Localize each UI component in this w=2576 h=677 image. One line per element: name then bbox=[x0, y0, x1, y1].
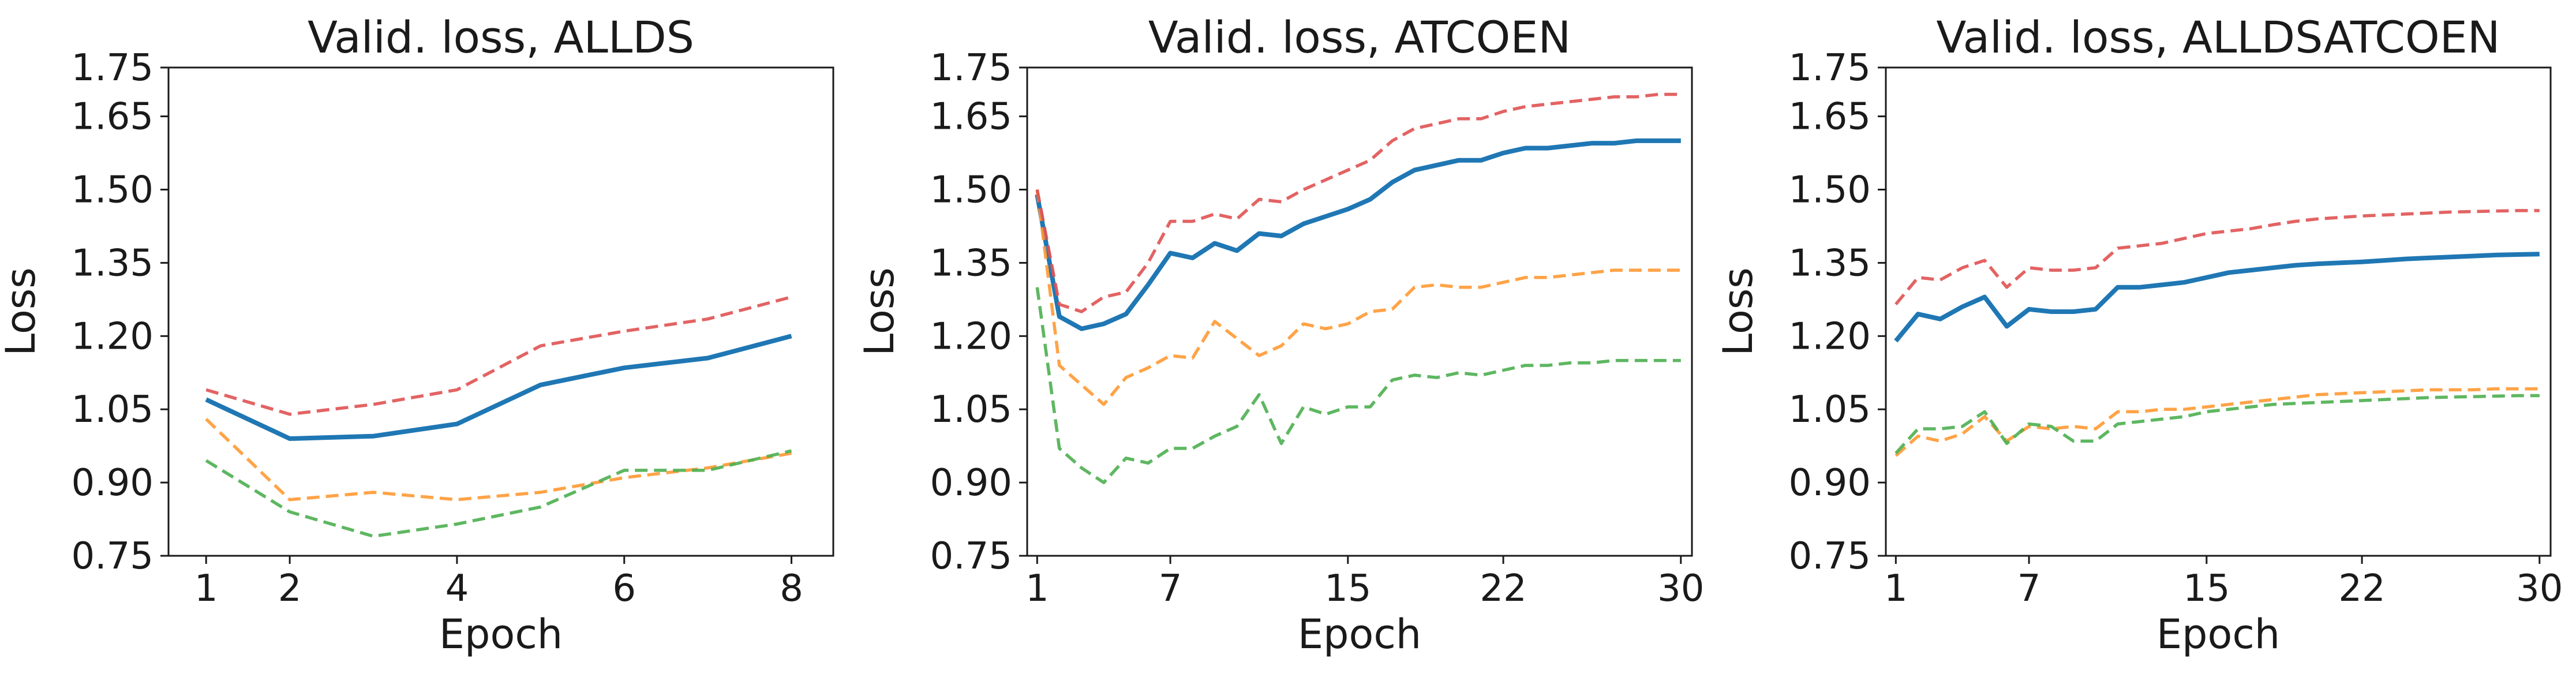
series-line-blue bbox=[1035, 138, 1681, 331]
chart-title: Valid. loss, ATCOEN bbox=[1148, 12, 1571, 63]
x-axis-label: Epoch bbox=[439, 611, 563, 658]
y-tick-label: 0.75 bbox=[72, 535, 154, 578]
y-tick-label: 1.20 bbox=[930, 315, 1013, 358]
y-tick-label: 0.90 bbox=[930, 462, 1013, 504]
y-tick-label: 1.35 bbox=[1789, 242, 1871, 285]
x-tick-label: 6 bbox=[612, 567, 636, 610]
y-tick-label: 1.05 bbox=[1789, 388, 1871, 431]
chart-panel-1: Valid. loss, ALLDS Epoch Loss 0.75 0.90 1.05 1… bbox=[0, 12, 834, 658]
y-tick-label: 0.90 bbox=[72, 462, 154, 504]
x-tick-label: 1 bbox=[194, 567, 218, 610]
series-line-orange bbox=[1035, 189, 1681, 406]
x-tick-label: 1 bbox=[1025, 567, 1049, 610]
series-line-red bbox=[1894, 209, 2540, 306]
series-line-green bbox=[1894, 394, 2540, 455]
series-line-blue bbox=[205, 334, 792, 441]
y-tick-label: 1.35 bbox=[72, 242, 154, 285]
series-line-orange bbox=[205, 418, 792, 502]
chart-panel-3: Valid. loss, ALLDSATCOEN Epoch Loss 0.75 0.9… bbox=[1714, 12, 2563, 658]
chart-title: Valid. loss, ALLDSATCOEN bbox=[1936, 12, 2500, 63]
x-tick-label: 4 bbox=[445, 567, 469, 610]
plot-area-frame bbox=[167, 66, 834, 557]
x-tick-label: 1 bbox=[1884, 567, 1908, 610]
y-tick-label: 1.05 bbox=[72, 388, 154, 431]
y-tick-label: 1.65 bbox=[1789, 96, 1871, 139]
y-tick-label: 1.20 bbox=[1789, 315, 1871, 358]
y-tick-label: 0.90 bbox=[1789, 462, 1871, 504]
series-line-red bbox=[1035, 92, 1681, 313]
x-tick-label: 30 bbox=[2516, 567, 2563, 610]
y-tick-label: 0.75 bbox=[930, 535, 1013, 578]
y-tick-label: 1.50 bbox=[72, 169, 154, 212]
series-line-green bbox=[205, 449, 792, 538]
x-tick-label: 7 bbox=[1159, 567, 1182, 610]
y-tick-label: 1.05 bbox=[930, 388, 1013, 431]
series-line-red bbox=[205, 295, 792, 416]
series-line-blue bbox=[1894, 252, 2540, 343]
x-tick-label: 22 bbox=[1480, 567, 1526, 610]
x-tick-label: 22 bbox=[2338, 567, 2385, 610]
y-axis-label: Loss bbox=[0, 267, 44, 356]
y-tick-label: 1.50 bbox=[1789, 169, 1871, 212]
y-axis-label: Loss bbox=[856, 267, 903, 356]
chart-title: Valid. loss, ALLDS bbox=[308, 12, 694, 63]
y-tick-label: 1.75 bbox=[72, 47, 154, 89]
x-tick-label: 15 bbox=[1324, 567, 1371, 610]
y-tick-label: 1.50 bbox=[930, 169, 1013, 212]
x-tick-label: 2 bbox=[278, 567, 302, 610]
x-axis-label: Epoch bbox=[1298, 611, 1421, 658]
y-tick-label: 1.35 bbox=[930, 242, 1013, 285]
chart-panel-2: Valid. loss, ATCOEN Epoch Loss 0.75 0.90 1.05… bbox=[856, 12, 1704, 658]
y-tick-label: 1.65 bbox=[930, 96, 1013, 139]
series-line-green bbox=[1035, 287, 1681, 484]
y-tick-label: 0.75 bbox=[1789, 535, 1871, 578]
plot-area-frame bbox=[1885, 66, 2552, 557]
y-tick-label: 1.20 bbox=[72, 315, 154, 358]
y-axis-label: Loss bbox=[1714, 267, 1762, 356]
y-tick-label: 1.65 bbox=[72, 96, 154, 139]
x-tick-label: 8 bbox=[780, 567, 803, 610]
x-tick-label: 15 bbox=[2183, 567, 2230, 610]
y-tick-label: 1.75 bbox=[1789, 47, 1871, 89]
y-tick-label: 1.75 bbox=[930, 47, 1013, 89]
x-tick-label: 7 bbox=[2017, 567, 2041, 610]
series-line-orange bbox=[1894, 387, 2540, 457]
x-axis-label: Epoch bbox=[2156, 611, 2280, 658]
x-tick-label: 30 bbox=[1657, 567, 1704, 610]
plot-area-frame bbox=[1026, 66, 1693, 557]
